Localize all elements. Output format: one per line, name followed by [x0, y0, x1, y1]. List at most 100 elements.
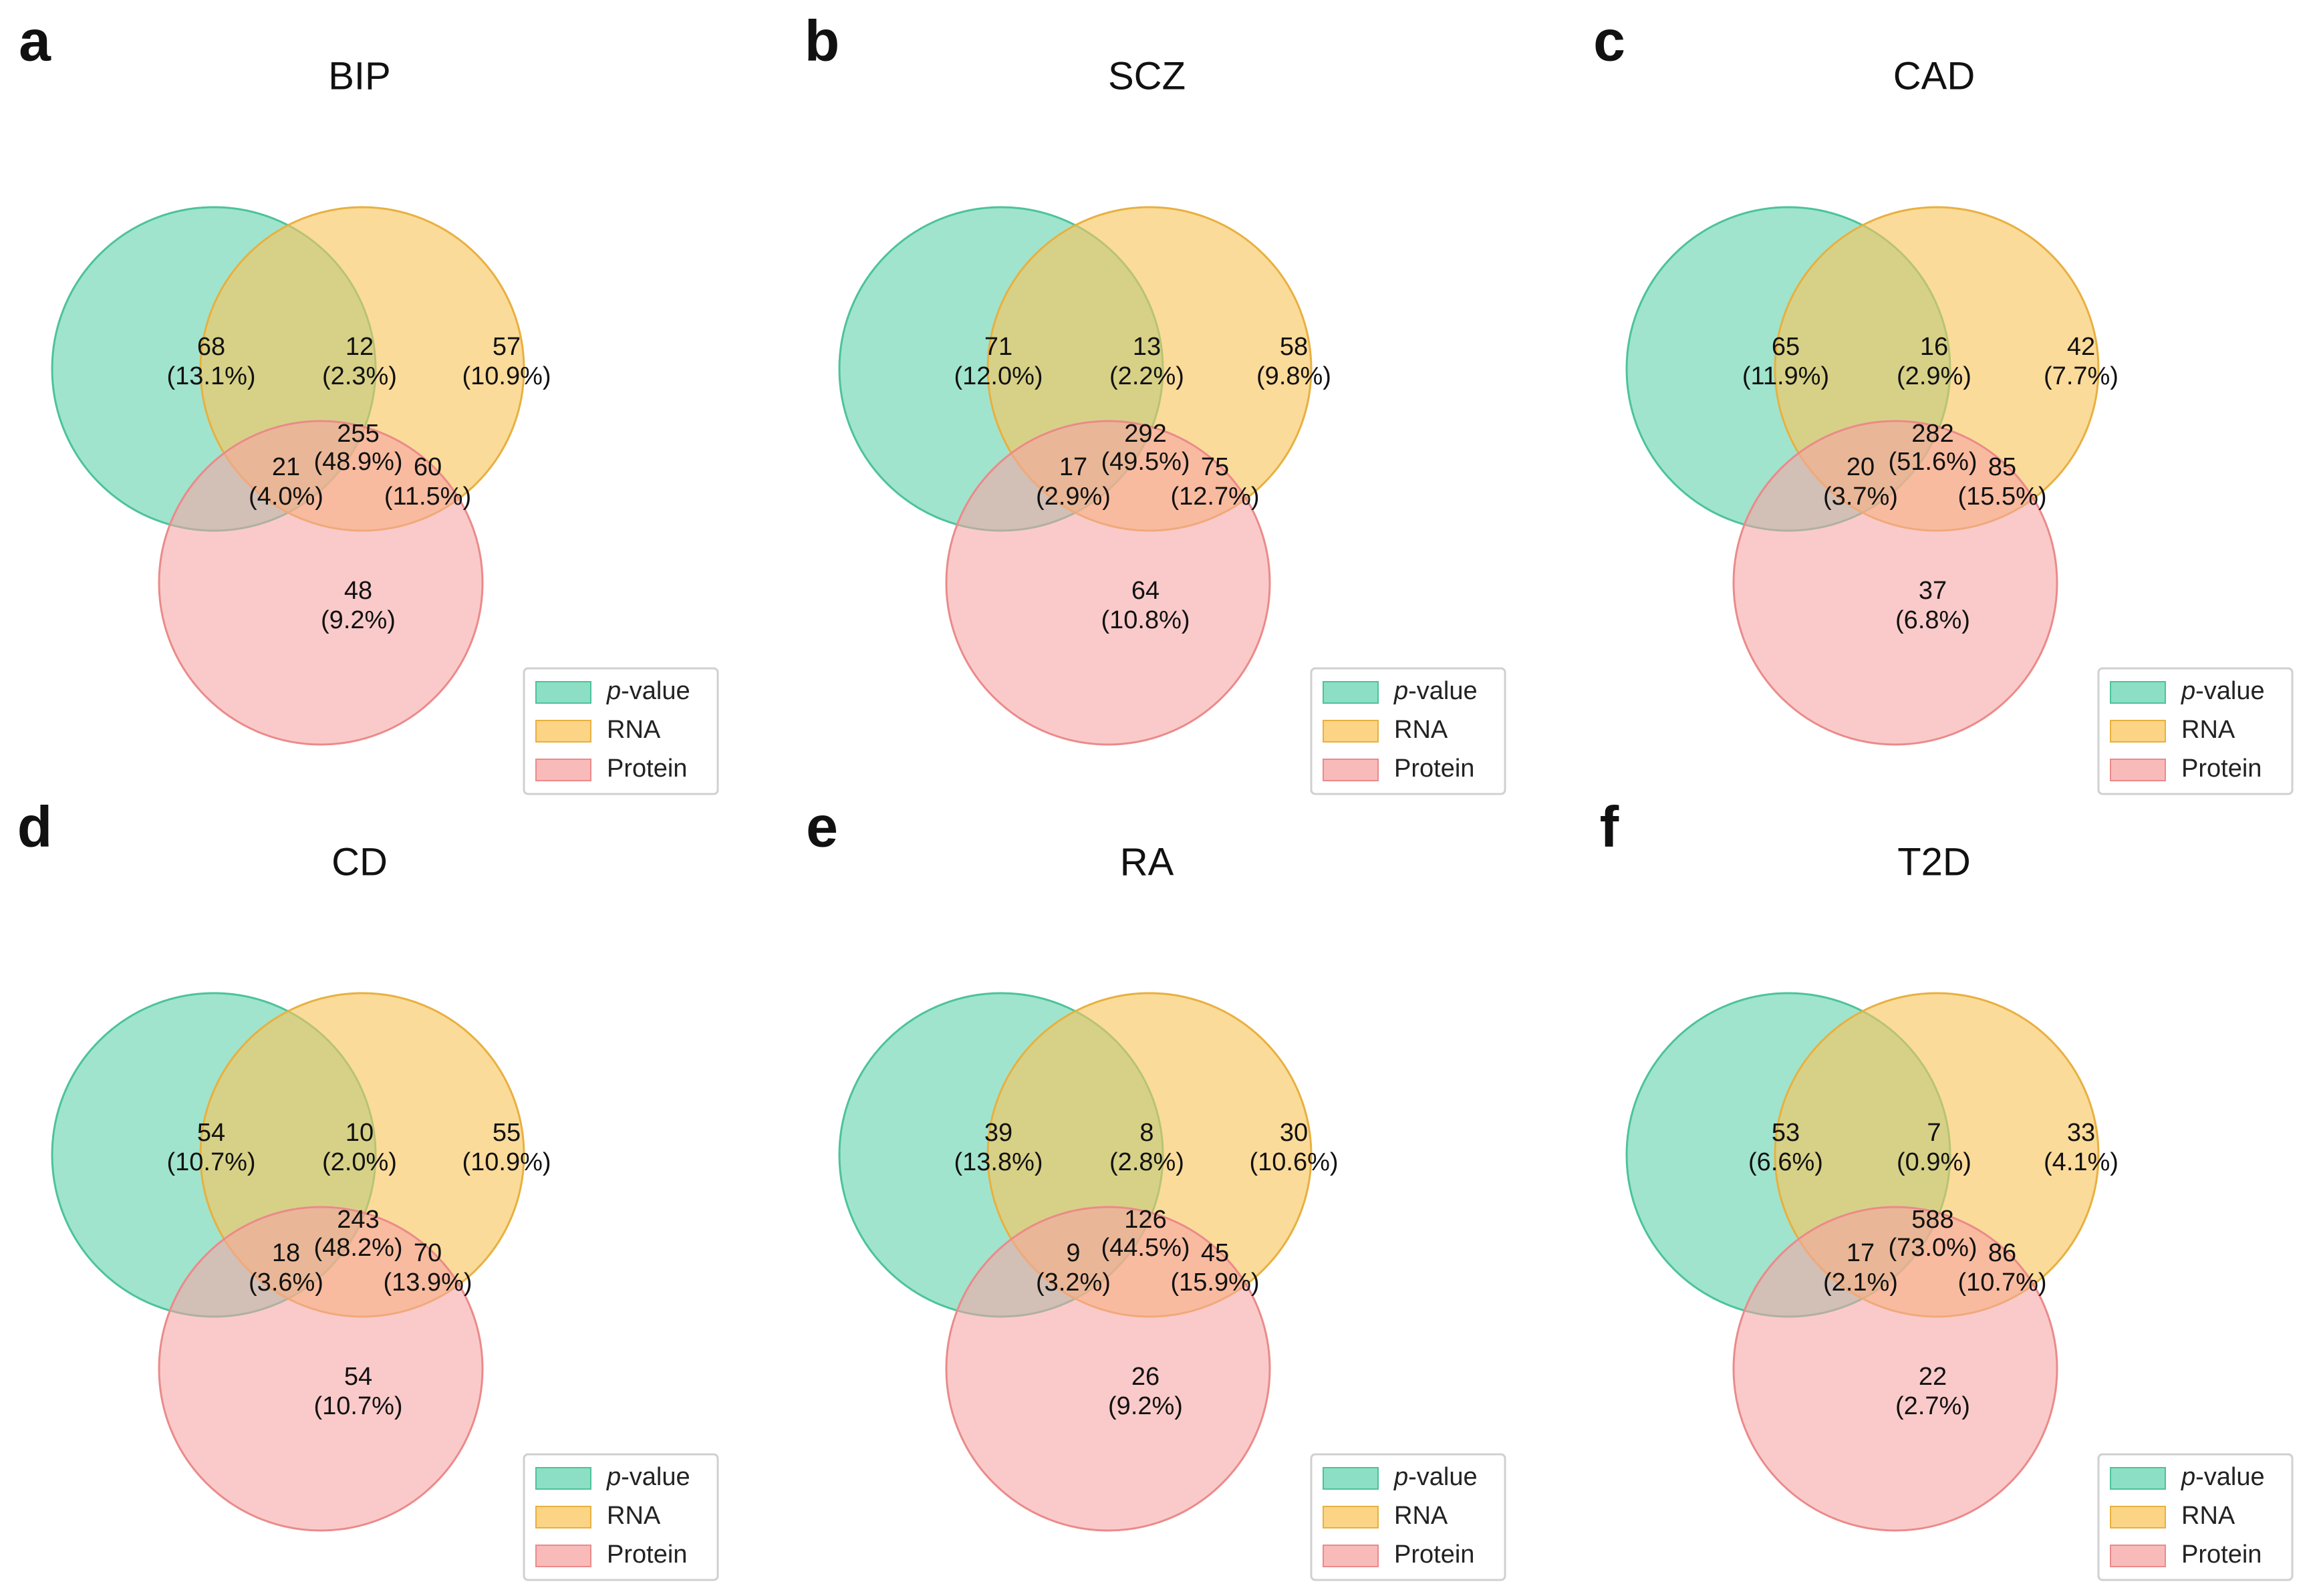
region-count-rna-only: 58	[1280, 333, 1308, 361]
legend: p-value RNA Protein	[2097, 667, 2294, 795]
panel-title: CD	[331, 840, 388, 884]
region-percent-p-only: (13.8%)	[954, 1148, 1043, 1176]
venn-panel-d: dCD54(10.7%)55(10.9%)54(10.7%)10(2.0%)18…	[17, 795, 719, 1581]
legend-protein-label: Protein	[607, 755, 687, 783]
region-percent-p-rna: (2.8%)	[1109, 1148, 1184, 1176]
region-count-p-rna: 12	[346, 333, 374, 361]
region-percent-p-only: (11.9%)	[1742, 362, 1829, 390]
legend-rna-swatch	[1323, 1506, 1379, 1528]
legend-rna-label: RNA	[1394, 716, 1448, 744]
region-count-p-rna: 10	[346, 1119, 374, 1147]
region-count-p-rna: 13	[1133, 333, 1161, 361]
legend-pvalue-label: p-value	[2181, 677, 2265, 705]
region-count-rna-only: 30	[1280, 1119, 1308, 1147]
region-count-p-only: 39	[984, 1119, 1012, 1147]
panel-title: CAD	[1893, 54, 1975, 98]
region-count-rna-protein: 75	[1201, 453, 1229, 481]
region-percent-p-protein: (2.9%)	[1036, 483, 1111, 511]
region-percent-rna-protein: (10.7%)	[1957, 1269, 2046, 1297]
region-percent-all: (51.6%)	[1888, 448, 1977, 476]
region-count-p-only: 65	[1772, 333, 1800, 361]
region-count-all: 243	[337, 1206, 379, 1234]
region-percent-all: (44.5%)	[1101, 1234, 1190, 1262]
region-percent-rna-only: (10.6%)	[1249, 1148, 1338, 1176]
region-count-p-protein: 17	[1059, 453, 1087, 481]
legend-pvalue-swatch	[1323, 1467, 1379, 1490]
legend-pvalue-label: p-value	[1393, 1463, 1478, 1491]
venn-panel-b: b SCZ 71(12.0%) 58(9.8%) 64(10.8%) 13(2.2%) 17…	[805, 9, 1506, 795]
protein-circle	[158, 1206, 484, 1532]
region-count-protein-only: 54	[344, 1363, 372, 1391]
region-count-protein-only: 26	[1131, 1363, 1160, 1391]
region-percent-p-rna: (2.3%)	[322, 362, 397, 390]
legend-pvalue-swatch	[2110, 1467, 2166, 1490]
region-count-protein-only: 22	[1919, 1363, 1947, 1391]
legend-protein-swatch	[1323, 1545, 1379, 1567]
region-percent-p-rna: (0.9%)	[1897, 1148, 1971, 1176]
legend-protein-label: Protein	[1394, 755, 1474, 783]
region-percent-rna-only: (4.1%)	[2044, 1148, 2119, 1176]
panel-letter: a	[19, 9, 51, 74]
region-count-all: 588	[1911, 1206, 1953, 1234]
region-percent-rna-protein: (15.5%)	[1957, 483, 2046, 511]
region-count-all: 255	[337, 420, 379, 448]
legend-rna-label: RNA	[607, 1502, 661, 1530]
legend-pvalue-label: p-value	[606, 677, 690, 705]
region-count-p-only: 71	[984, 333, 1012, 361]
region-percent-all: (49.5%)	[1101, 448, 1190, 476]
region-count-p-protein: 9	[1066, 1239, 1080, 1267]
region-percent-p-rna: (2.0%)	[322, 1148, 397, 1176]
protein-circle	[158, 420, 484, 746]
region-count-protein-only: 37	[1919, 577, 1947, 605]
legend: p-value RNA Protein	[2097, 1453, 2294, 1581]
legend: p-value RNA Protein	[523, 1453, 719, 1581]
legend-pvalue-swatch	[1323, 681, 1379, 704]
region-percent-rna-only: (10.9%)	[462, 362, 551, 390]
region-count-p-rna: 8	[1139, 1119, 1153, 1147]
legend-protein-swatch	[2110, 759, 2166, 781]
region-count-p-only: 53	[1772, 1119, 1800, 1147]
protein-circle	[1732, 1206, 2058, 1532]
region-percent-p-only: (13.1%)	[166, 362, 255, 390]
legend: p-value RNA Protein	[1310, 1453, 1506, 1581]
protein-circle	[1732, 420, 2058, 746]
panel-title: SCZ	[1108, 54, 1186, 98]
region-count-rna-only: 55	[493, 1119, 521, 1147]
region-count-protein-only: 64	[1131, 577, 1160, 605]
region-count-rna-only: 57	[493, 333, 521, 361]
legend-protein-swatch	[535, 1545, 591, 1567]
panel-letter: c	[1593, 9, 1625, 74]
region-percent-p-protein: (2.1%)	[1823, 1269, 1898, 1297]
region-count-p-only: 68	[197, 333, 225, 361]
venn-panel-f: f T2D 53(6.6%) 33(4.1%) 22(2.7%) 7(0.9%) 17(2.…	[1600, 795, 2294, 1581]
legend-pvalue-swatch	[535, 1467, 591, 1490]
region-percent-rna-only: (10.9%)	[462, 1148, 551, 1176]
legend-rna-label: RNA	[607, 716, 661, 744]
region-percent-rna-only: (7.7%)	[2044, 362, 2119, 390]
region-percent-rna-protein: (12.7%)	[1170, 483, 1259, 511]
region-percent-p-only: (6.6%)	[1748, 1148, 1823, 1176]
region-count-p-protein: 17	[1847, 1239, 1875, 1267]
region-count-all: 292	[1124, 420, 1166, 448]
region-percent-all: (48.2%)	[313, 1234, 402, 1262]
panel-title: T2D	[1897, 840, 1971, 884]
region-count-p-protein: 18	[272, 1239, 300, 1267]
panel-title: BIP	[328, 54, 391, 98]
legend-protein-label: Protein	[1394, 1541, 1474, 1569]
legend-pvalue-label: p-value	[2181, 1463, 2265, 1491]
panel-letter: f	[1600, 795, 1619, 859]
region-count-rna-protein: 60	[414, 453, 442, 481]
region-percent-p-only: (10.7%)	[166, 1148, 255, 1176]
legend-rna-swatch	[1323, 720, 1379, 743]
legend-rna-label: RNA	[2181, 716, 2235, 744]
legend: p-value RNA Protein	[1310, 667, 1506, 795]
panel-letter: e	[806, 795, 838, 859]
legend-pvalue-label: p-value	[606, 1463, 690, 1491]
region-percent-p-protein: (3.2%)	[1036, 1269, 1111, 1297]
region-count-rna-only: 33	[2067, 1119, 2095, 1147]
panel-title: RA	[1120, 840, 1174, 884]
region-count-p-only: 54	[197, 1119, 225, 1147]
region-percent-rna-protein: (15.9%)	[1170, 1269, 1259, 1297]
region-count-p-protein: 20	[1847, 453, 1875, 481]
region-count-rna-only: 42	[2067, 333, 2095, 361]
